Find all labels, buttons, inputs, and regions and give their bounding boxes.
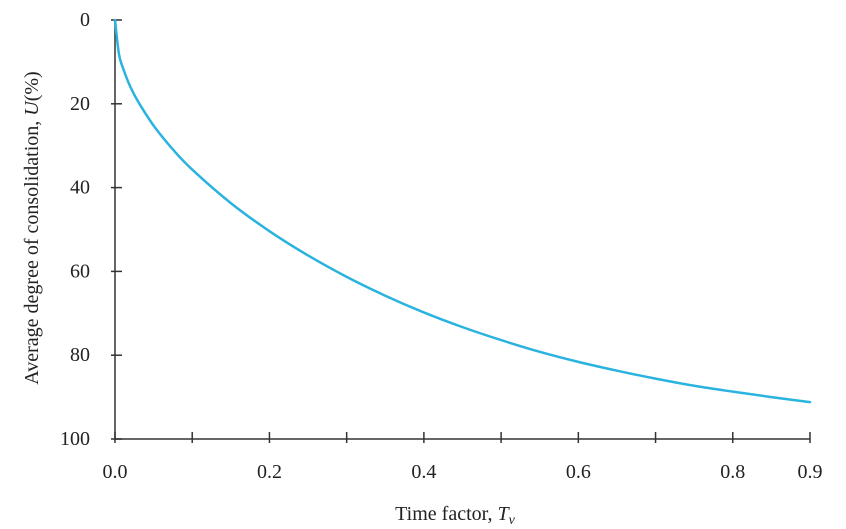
x-axis-title: Time factor, Tv — [395, 503, 515, 528]
y-ticks: 0 20 40 60 80 100 — [60, 9, 122, 450]
x-tick-label: 0.4 — [411, 461, 436, 483]
y-axis-title-var: U — [21, 100, 43, 116]
y-axis-title-unit: (%) — [21, 71, 43, 101]
x-tick-label: 0.0 — [103, 461, 128, 483]
consolidation-curve — [113, 18, 812, 404]
y-axis-title-text: Average degree of consolidation, — [21, 116, 43, 385]
y-axis-title: Average degree of consolidation, U(%) — [21, 71, 43, 384]
y-tick-label: 0 — [80, 9, 90, 31]
axes — [114, 20, 810, 440]
y-tick-label: 20 — [70, 93, 90, 115]
x-ticks: 0.0 0.2 0.4 0.6 0.8 0.9 — [103, 432, 823, 483]
y-tick-label: 80 — [70, 344, 90, 366]
x-tick-label: 0.9 — [798, 461, 823, 483]
x-tick-label: 0.8 — [720, 461, 745, 483]
x-axis-title-sub: v — [509, 513, 516, 528]
series-layer — [113, 18, 812, 404]
x-axis-title-var: T — [498, 503, 511, 525]
y-tick-label: 40 — [70, 177, 90, 199]
x-tick-label: 0.6 — [566, 461, 591, 483]
x-tick-label: 0.2 — [257, 461, 282, 483]
y-tick-label: 100 — [60, 428, 90, 450]
x-axis-title-text: Time factor, — [395, 503, 497, 525]
y-tick-label: 60 — [70, 260, 90, 282]
